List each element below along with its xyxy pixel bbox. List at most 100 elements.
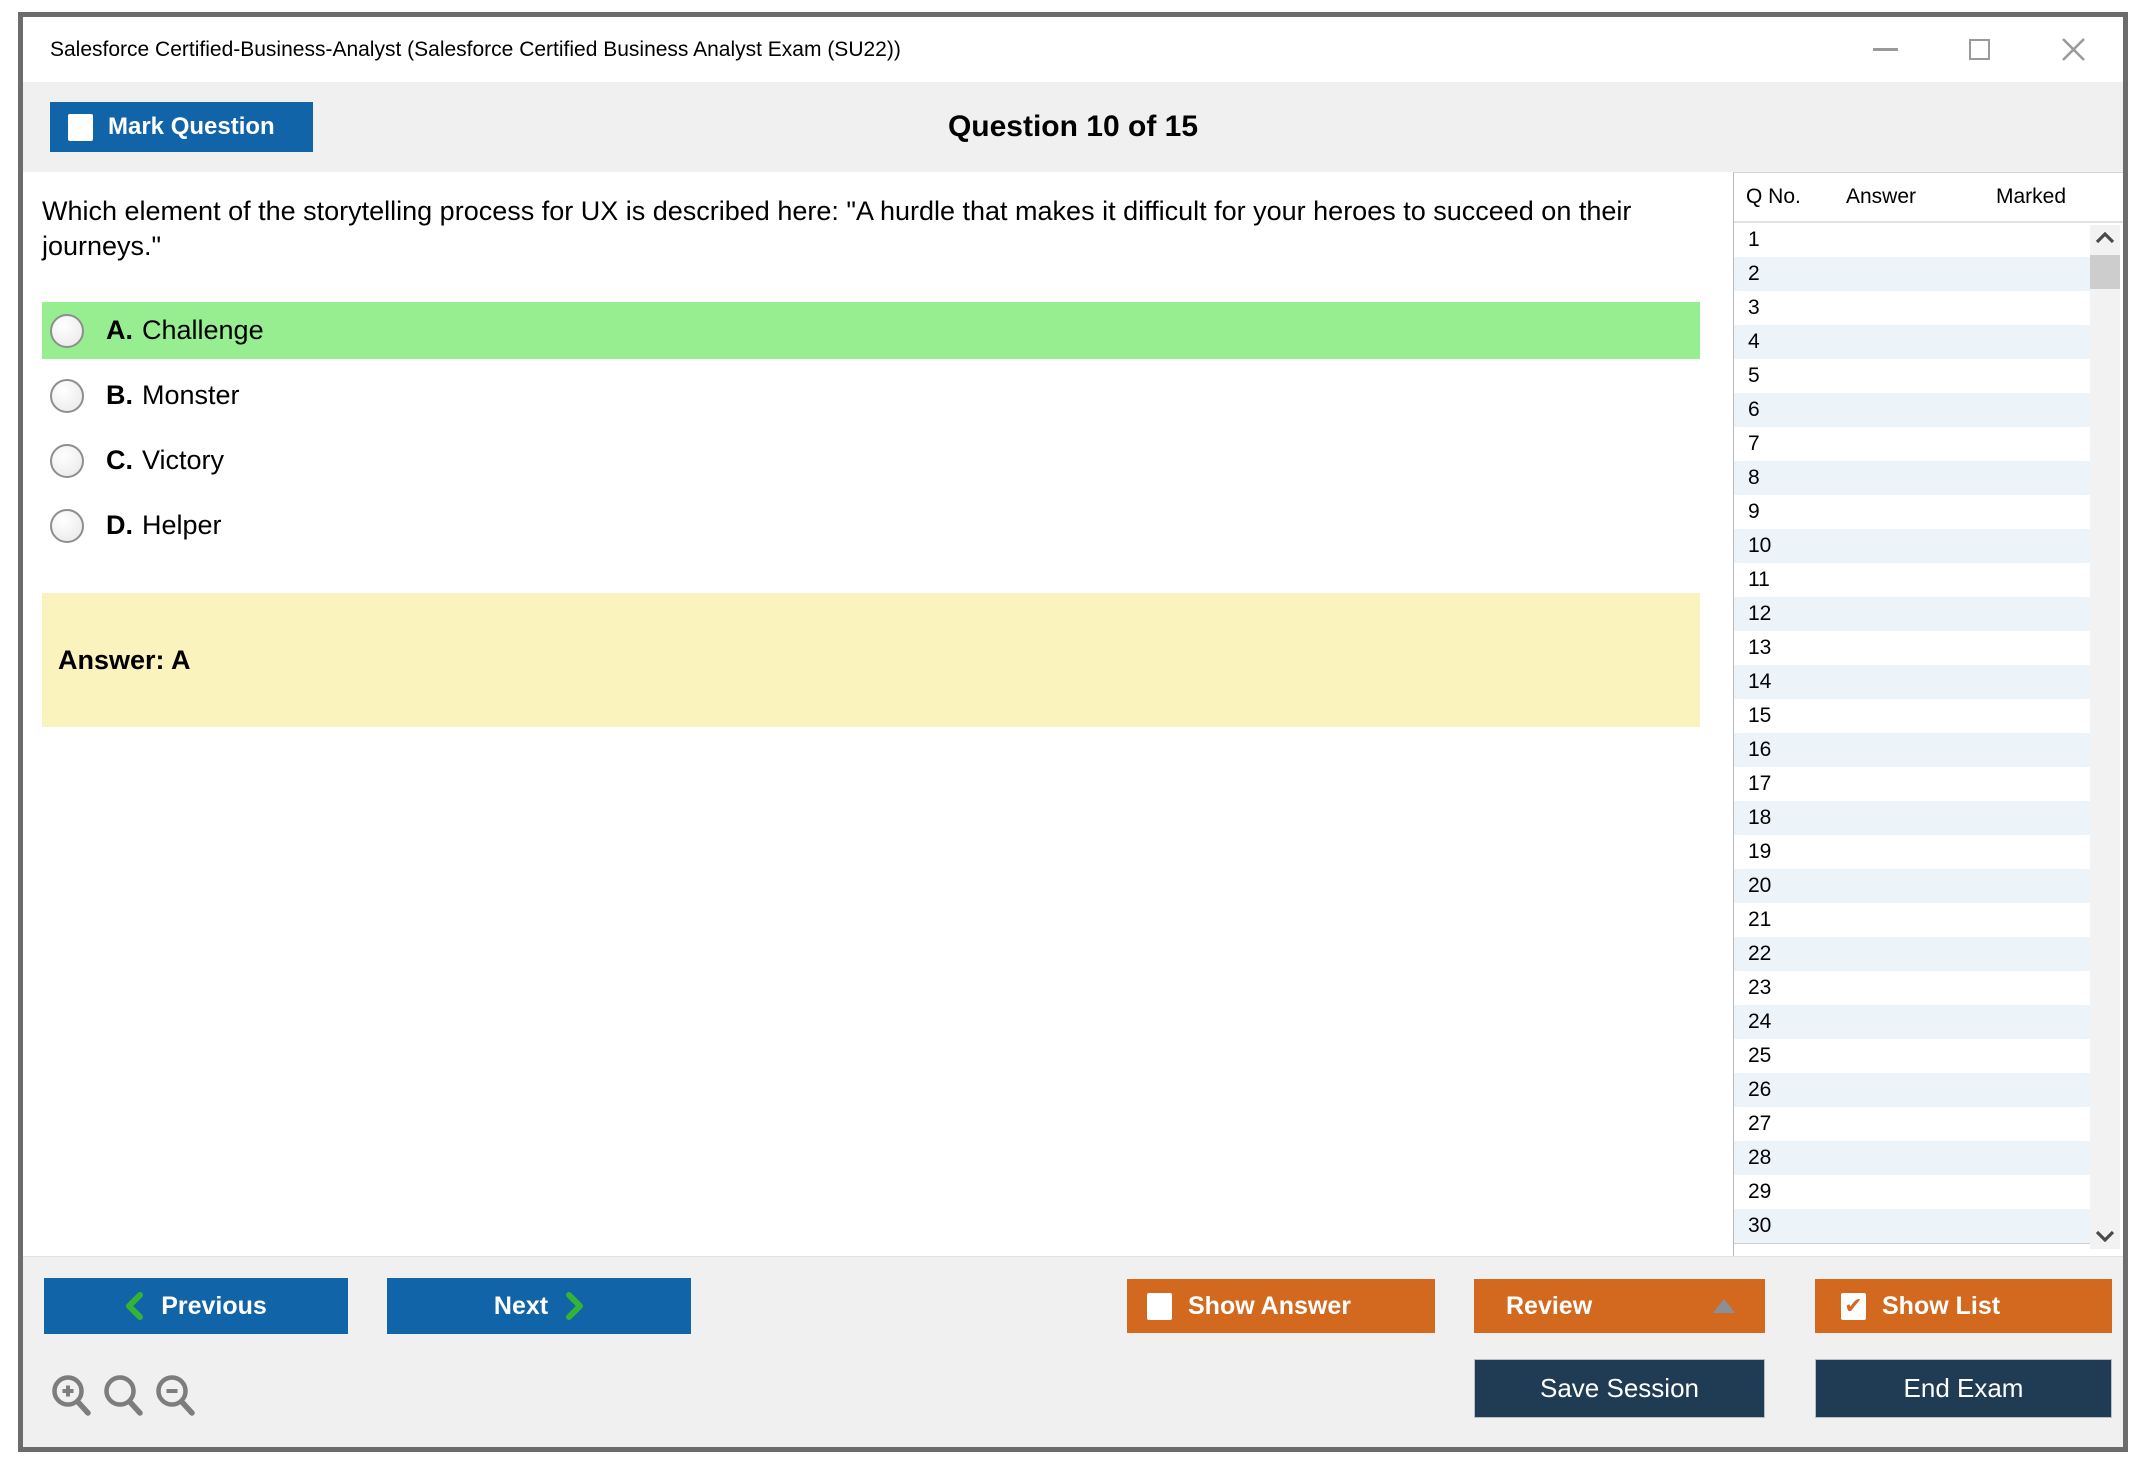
question-list-row[interactable]: 6 (1734, 393, 2092, 427)
zoom-toolbar (48, 1373, 200, 1425)
question-list-row[interactable]: 3 (1734, 291, 2092, 325)
question-list-row[interactable]: 11 (1734, 563, 2092, 597)
app-window: Salesforce Certified-Business-Analyst (S… (18, 12, 2128, 1452)
question-list-row[interactable]: 25 (1734, 1039, 2092, 1073)
question-list-row[interactable]: 5 (1734, 359, 2092, 393)
zoom-out-icon (156, 1375, 195, 1416)
question-list-row[interactable]: 26 (1734, 1073, 2092, 1107)
footer-bar: Previous Next Show Answer Review ✔ Show … (23, 1256, 2123, 1447)
question-list-row[interactable]: 1 (1734, 223, 2092, 257)
question-list-row[interactable]: 15 (1734, 699, 2092, 733)
question-list-scrollbar[interactable] (2090, 225, 2120, 1249)
title-bar: Salesforce Certified-Business-Analyst (S… (23, 17, 2123, 82)
scroll-up-button[interactable] (2090, 225, 2120, 251)
show-answer-button[interactable]: Show Answer (1127, 1279, 1435, 1333)
question-list-row[interactable]: 12 (1734, 597, 2092, 631)
chevron-up-icon (2095, 232, 2115, 244)
answer-label: Answer: A (58, 644, 191, 675)
answer-option[interactable]: A. Challenge (42, 302, 1700, 359)
close-button[interactable] (2059, 36, 2087, 64)
checkmark-icon: ✔ (1844, 1293, 1863, 1318)
review-button[interactable]: Review (1474, 1279, 1765, 1333)
end-exam-button[interactable]: End Exam (1815, 1359, 2112, 1418)
scroll-down-button[interactable] (2090, 1223, 2120, 1249)
radio-button-icon[interactable] (50, 378, 84, 413)
zoom-reset-button[interactable] (100, 1373, 148, 1425)
question-list-row[interactable]: 16 (1734, 733, 2092, 767)
question-list-row[interactable]: 18 (1734, 801, 2092, 835)
column-header-marked: Marked (1996, 185, 2067, 208)
show-answer-label: Show Answer (1188, 1291, 1351, 1320)
show-list-button[interactable]: ✔ Show List (1815, 1279, 2112, 1333)
option-letter: B. (106, 380, 133, 410)
window-controls (1871, 17, 2087, 82)
question-list-row[interactable]: 24 (1734, 1005, 2092, 1039)
content-area: Which element of the storytelling proces… (23, 172, 2123, 1256)
question-list-panel: Q No. Answer Marked 1 2 3 4 5 6 7 8 9 10 11 12 13 14 1… (1733, 172, 2123, 1256)
show-list-checkbox[interactable]: ✔ (1841, 1292, 1866, 1320)
question-list-row[interactable]: 14 (1734, 665, 2092, 699)
option-text: Victory (142, 445, 225, 475)
radio-button-icon[interactable] (50, 443, 84, 478)
question-list-row[interactable]: 27 (1734, 1107, 2092, 1141)
question-list-row[interactable]: 23 (1734, 971, 2092, 1005)
option-letter: A. (106, 315, 133, 345)
scrollbar-thumb[interactable] (2090, 255, 2120, 289)
option-letter: D. (106, 510, 133, 540)
zoom-in-button[interactable] (48, 1373, 96, 1425)
answer-option[interactable]: C. Victory (42, 432, 1700, 489)
question-list-row[interactable]: 19 (1734, 835, 2092, 869)
header-bar: Question 10 of 15 Mark Question (23, 82, 2123, 172)
question-list-row[interactable]: 17 (1734, 767, 2092, 801)
zoom-icon (104, 1375, 143, 1416)
previous-button[interactable]: Previous (44, 1278, 348, 1334)
window-title: Salesforce Certified-Business-Analyst (S… (50, 37, 901, 61)
answer-option[interactable]: D. Helper (42, 497, 1700, 554)
column-header-qno: Q No. (1746, 185, 1801, 208)
column-header-answer: Answer (1846, 185, 1917, 208)
question-list-header: Q No. Answer Marked (1734, 173, 2123, 223)
question-list-row[interactable]: 2 (1734, 257, 2092, 291)
save-session-label: Save Session (1540, 1373, 1699, 1403)
show-answer-checkbox[interactable] (1147, 1292, 1172, 1320)
question-list-row[interactable]: 21 (1734, 903, 2092, 937)
maximize-button[interactable] (1965, 36, 1993, 64)
mark-question-button[interactable]: Mark Question (50, 102, 313, 152)
triangle-up-icon (1713, 1299, 1735, 1313)
zoom-out-button[interactable] (152, 1373, 200, 1425)
question-list-row[interactable]: 10 (1734, 529, 2092, 563)
question-list-row[interactable]: 9 (1734, 495, 2092, 529)
chevron-left-icon (126, 1292, 144, 1320)
question-list-row[interactable]: 4 (1734, 325, 2092, 359)
chevron-down-icon (2095, 1230, 2115, 1242)
question-list-rows: 1 2 3 4 5 6 7 8 9 10 11 12 13 14 15 16 17 18 19 20 21 22 23 24 2… (1734, 223, 2092, 1244)
question-text: Which element of the storytelling proces… (42, 196, 1632, 261)
question-list-row[interactable]: 8 (1734, 461, 2092, 495)
question-list-row[interactable]: 30 (1734, 1209, 2092, 1243)
zoom-in-icon (52, 1375, 91, 1416)
question-list-row[interactable]: 13 (1734, 631, 2092, 665)
question-list-row[interactable]: 22 (1734, 937, 2092, 971)
show-list-label: Show List (1882, 1291, 2001, 1320)
mark-question-checkbox[interactable] (68, 113, 93, 141)
end-exam-label: End Exam (1903, 1373, 2024, 1403)
question-panel: Which element of the storytelling proces… (23, 172, 1733, 1256)
minimize-button[interactable] (1871, 36, 1899, 64)
question-counter: Question 10 of 15 (947, 110, 1199, 143)
question-list-row[interactable]: 20 (1734, 869, 2092, 903)
question-list-row[interactable]: 28 (1734, 1141, 2092, 1175)
option-letter: C. (106, 445, 133, 475)
previous-label: Previous (161, 1291, 267, 1320)
next-button[interactable]: Next (387, 1278, 691, 1334)
question-list-row[interactable]: 29 (1734, 1175, 2092, 1209)
question-list: 1 2 3 4 5 6 7 8 9 10 11 12 13 14 15 16 17 18 19 20 21 22 23 24 2… (1734, 223, 2123, 1255)
answer-reveal-box: Answer: A (42, 593, 1700, 727)
next-label: Next (493, 1291, 549, 1320)
answer-option[interactable]: B. Monster (42, 367, 1700, 424)
radio-button-icon[interactable] (50, 508, 84, 543)
close-icon (2061, 38, 2085, 61)
question-list-row[interactable]: 7 (1734, 427, 2092, 461)
maximize-icon (1968, 39, 1990, 60)
save-session-button[interactable]: Save Session (1474, 1359, 1765, 1418)
radio-button-icon[interactable] (50, 313, 84, 348)
